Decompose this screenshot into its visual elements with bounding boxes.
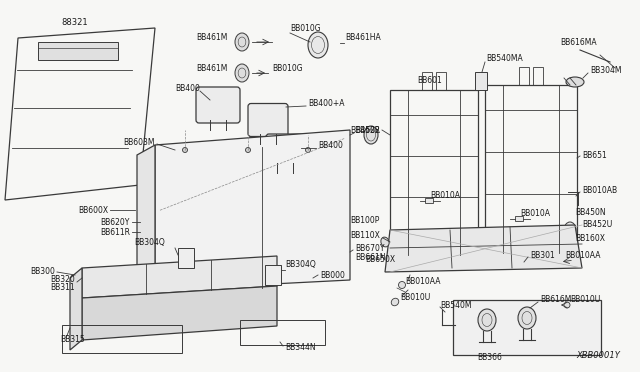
Text: BB110X: BB110X (350, 231, 380, 240)
Text: BB010U: BB010U (400, 294, 430, 302)
Text: BB452R: BB452R (350, 125, 380, 135)
Text: BB010U: BB010U (570, 295, 600, 305)
Text: BB304Q: BB304Q (134, 237, 165, 247)
Ellipse shape (564, 302, 570, 308)
Ellipse shape (399, 282, 406, 289)
Text: BB611R: BB611R (100, 228, 130, 237)
Text: BB540MA: BB540MA (486, 54, 523, 62)
Ellipse shape (450, 259, 462, 267)
Text: BB010AA: BB010AA (565, 250, 600, 260)
Text: BB010A: BB010A (430, 190, 460, 199)
Ellipse shape (235, 33, 249, 51)
Bar (533, 67, 543, 85)
Text: 88321: 88321 (61, 17, 88, 26)
Ellipse shape (381, 237, 389, 247)
Text: BB010AA: BB010AA (405, 278, 440, 286)
Ellipse shape (391, 298, 399, 306)
Text: BB010G: BB010G (290, 23, 321, 32)
Ellipse shape (566, 77, 584, 87)
Bar (265, 265, 281, 285)
Bar (38, 42, 118, 60)
Ellipse shape (182, 148, 188, 153)
Text: BB450N: BB450N (575, 208, 605, 217)
FancyBboxPatch shape (196, 87, 240, 123)
FancyBboxPatch shape (248, 103, 288, 137)
Text: BB320: BB320 (51, 276, 75, 285)
FancyBboxPatch shape (266, 134, 304, 166)
Text: BB010A: BB010A (520, 208, 550, 218)
Text: BB304M: BB304M (590, 65, 621, 74)
Text: BB661N: BB661N (355, 253, 385, 263)
Text: BB650X: BB650X (365, 256, 395, 264)
Ellipse shape (406, 259, 418, 267)
Ellipse shape (305, 148, 310, 153)
Text: BB160X: BB160X (575, 234, 605, 243)
Bar (475, 72, 487, 90)
Text: BB461M: BB461M (196, 32, 228, 42)
Text: XBB0001Y: XBB0001Y (576, 351, 620, 360)
Text: BB670Y: BB670Y (355, 244, 385, 253)
Text: BB620Y: BB620Y (100, 218, 130, 227)
Text: BB315: BB315 (60, 336, 84, 344)
Bar (390, 90, 478, 255)
Text: BB600X: BB600X (78, 205, 108, 215)
Text: BB602: BB602 (355, 125, 380, 135)
Text: BB301: BB301 (530, 250, 555, 260)
Polygon shape (385, 225, 582, 272)
Bar (422, 72, 432, 90)
Bar (425, 198, 433, 203)
Text: BB616M: BB616M (540, 295, 572, 305)
Ellipse shape (502, 257, 514, 265)
Ellipse shape (564, 222, 576, 238)
Ellipse shape (364, 126, 378, 144)
Text: BB366: BB366 (477, 353, 502, 362)
Text: BB603M: BB603M (124, 138, 155, 147)
Polygon shape (70, 268, 82, 350)
Ellipse shape (525, 257, 537, 265)
Polygon shape (82, 256, 277, 298)
Text: BB300: BB300 (30, 267, 55, 276)
Bar (178, 248, 194, 268)
Ellipse shape (548, 257, 560, 265)
Text: BB304Q: BB304Q (285, 260, 316, 269)
Text: BB344N: BB344N (285, 343, 316, 353)
Polygon shape (137, 145, 155, 298)
Bar (240, 320, 325, 345)
Text: BB601: BB601 (418, 76, 442, 84)
Ellipse shape (308, 32, 328, 58)
Text: BB540M: BB540M (440, 301, 472, 310)
Bar (436, 72, 446, 90)
Ellipse shape (428, 259, 440, 267)
Text: BB400+A: BB400+A (308, 99, 344, 108)
Ellipse shape (235, 64, 249, 82)
Text: BB100P: BB100P (351, 215, 380, 224)
Bar (62, 325, 182, 353)
Text: BB461M: BB461M (196, 64, 228, 73)
Text: BB000: BB000 (320, 270, 345, 279)
Polygon shape (155, 130, 350, 290)
Text: BB651: BB651 (582, 151, 607, 160)
Text: BB311: BB311 (51, 283, 75, 292)
Ellipse shape (557, 240, 566, 248)
Text: BB616MA: BB616MA (560, 38, 596, 46)
Ellipse shape (518, 307, 536, 329)
Text: BB400: BB400 (318, 141, 343, 150)
Text: BB010G: BB010G (272, 64, 303, 73)
Ellipse shape (478, 309, 496, 331)
Text: BB400: BB400 (175, 83, 200, 93)
Bar (519, 67, 529, 85)
Text: BB452U: BB452U (582, 219, 612, 228)
Bar (515, 216, 523, 221)
Bar (485, 85, 577, 253)
Bar (453, 300, 601, 355)
Text: BB010AB: BB010AB (582, 186, 617, 195)
Text: BB461HA: BB461HA (345, 32, 381, 42)
Ellipse shape (246, 148, 250, 153)
Polygon shape (82, 286, 277, 340)
